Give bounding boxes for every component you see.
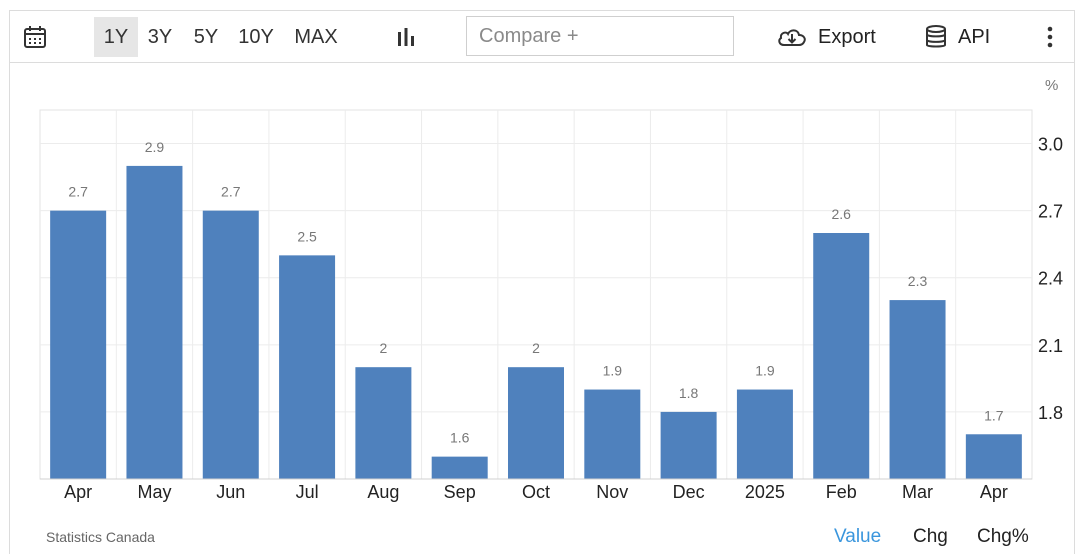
y-tick-label: 2.7 — [1038, 202, 1063, 222]
x-tick-label: Apr — [980, 482, 1008, 502]
source-label: Statistics Canada — [46, 529, 155, 545]
range-10y-button[interactable]: 10Y — [238, 25, 274, 48]
api-label: API — [958, 25, 991, 48]
data-label: 1.7 — [984, 407, 1004, 423]
data-label: 2.9 — [145, 139, 165, 155]
data-label: 2 — [379, 340, 387, 356]
x-tick-label: Aug — [367, 482, 399, 502]
bar — [431, 456, 488, 479]
more-vertical-icon[interactable] — [1040, 25, 1060, 49]
x-tick-label: Jun — [216, 482, 245, 502]
data-label: 2.5 — [297, 228, 317, 244]
range-5y-button[interactable]: 5Y — [193, 25, 219, 48]
data-label: 2.6 — [831, 206, 851, 222]
export-label: Export — [818, 25, 876, 48]
y-tick-label: 2.4 — [1038, 269, 1063, 289]
y-tick-label: 1.8 — [1038, 403, 1063, 423]
data-label: 1.9 — [603, 363, 623, 379]
bar — [508, 367, 564, 479]
bar — [584, 389, 641, 479]
data-label: 1.6 — [450, 430, 470, 446]
x-tick-label: Nov — [596, 482, 628, 502]
range-3y-button[interactable]: 3Y — [147, 25, 173, 48]
bar — [355, 367, 412, 479]
x-tick-label: Mar — [902, 482, 933, 502]
x-tick-label: May — [137, 482, 171, 502]
bar — [660, 411, 717, 479]
api-button[interactable]: API — [924, 17, 990, 57]
bar — [126, 165, 183, 479]
compare-input[interactable] — [466, 16, 734, 56]
x-tick-label: Jul — [296, 482, 319, 502]
x-tick-label: Dec — [673, 482, 705, 502]
range-max-button[interactable]: MAX — [294, 25, 338, 48]
data-label: 2 — [532, 340, 540, 356]
range-1y-button[interactable]: 1Y — [94, 17, 138, 57]
x-tick-label: 2025 — [745, 482, 785, 502]
bar — [50, 210, 107, 480]
x-tick-label: Feb — [826, 482, 857, 502]
data-label: 1.9 — [755, 363, 775, 379]
export-button[interactable]: Export — [776, 17, 876, 57]
database-icon — [924, 24, 948, 50]
chg-view-button[interactable]: Chg — [913, 526, 948, 547]
x-tick-label: Apr — [64, 482, 92, 502]
bar — [279, 255, 336, 479]
bar-chart-icon[interactable] — [394, 24, 418, 50]
unit-label: % — [1045, 77, 1059, 94]
data-label: 2.7 — [221, 184, 241, 200]
x-tick-label: Sep — [444, 482, 476, 502]
data-label: 1.8 — [679, 385, 699, 401]
chg-percent-view-button[interactable]: Chg% — [977, 526, 1029, 547]
calendar-icon[interactable] — [20, 23, 50, 51]
bar — [736, 389, 793, 479]
bar — [965, 434, 1022, 479]
bar — [889, 300, 946, 479]
cloud-download-icon — [776, 25, 808, 49]
data-label: 2.7 — [68, 184, 88, 200]
value-view-button[interactable]: Value — [834, 526, 882, 547]
x-tick-label: Oct — [522, 482, 550, 502]
bar — [813, 233, 870, 479]
data-label: 2.3 — [908, 273, 928, 289]
y-tick-label: 2.1 — [1038, 336, 1063, 356]
bar — [202, 210, 259, 480]
toolbar: 1Y 3Y 5Y 10Y MAX Export — [10, 11, 1074, 63]
y-tick-label: 3.0 — [1038, 135, 1063, 155]
chart-frame — [9, 10, 1075, 554]
